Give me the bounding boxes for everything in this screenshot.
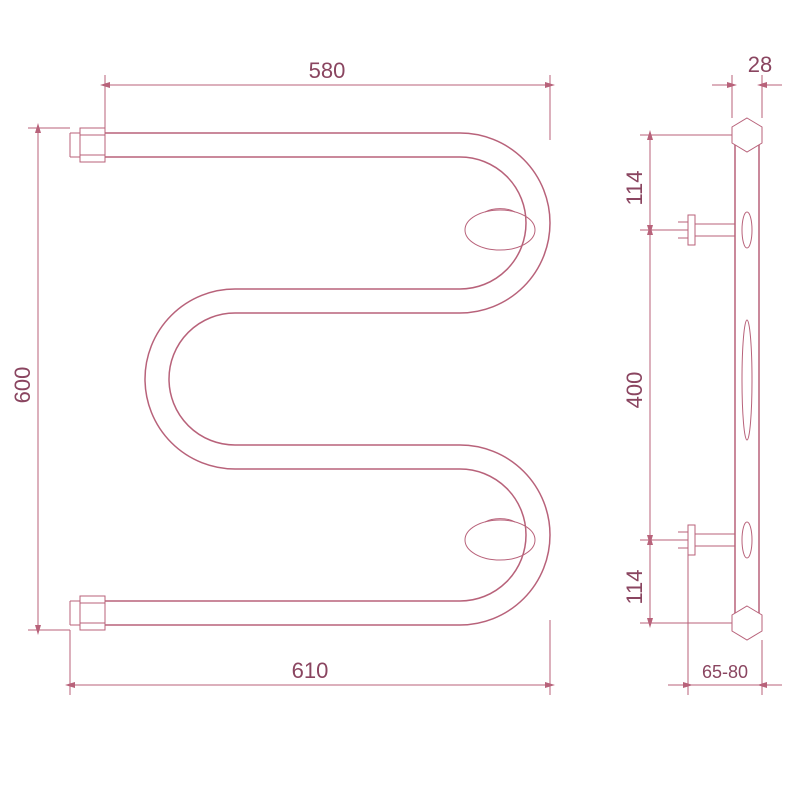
hex-nut-bottom xyxy=(70,596,105,630)
dim-65-80: 65-80 xyxy=(668,555,782,695)
dim-28-label: 28 xyxy=(748,52,772,77)
dim-6580-label: 65-80 xyxy=(702,662,748,682)
pipe-outer-2 xyxy=(105,157,526,601)
dim-580: 580 xyxy=(105,58,550,140)
dim-610-label: 610 xyxy=(292,658,329,683)
pipe-outer-1 xyxy=(105,133,550,625)
dim-400: 400 xyxy=(622,230,650,540)
dim-114-lower: 114 xyxy=(622,540,650,623)
mount-top xyxy=(465,210,535,250)
front-view: 580 610 600 xyxy=(10,58,550,695)
side-hex-top xyxy=(732,118,762,152)
mount-bottom xyxy=(465,520,535,560)
dim-28: 28 xyxy=(712,52,782,118)
dim-400-label: 400 xyxy=(622,372,647,409)
dim-580-label: 580 xyxy=(309,58,346,83)
dim-610: 610 xyxy=(70,620,550,695)
dim-114u-label: 114 xyxy=(622,170,647,205)
dim-600-label: 600 xyxy=(10,367,35,404)
side-hex-bottom xyxy=(732,606,762,640)
dim-600: 600 xyxy=(10,128,70,630)
side-view: 28 114 400 114 65-80 xyxy=(622,52,782,695)
dim-114-upper: 114 xyxy=(622,135,650,230)
dim-114l-label: 114 xyxy=(622,569,647,604)
hex-nut-top xyxy=(70,128,105,162)
technical-drawing: 580 610 600 xyxy=(0,0,800,800)
